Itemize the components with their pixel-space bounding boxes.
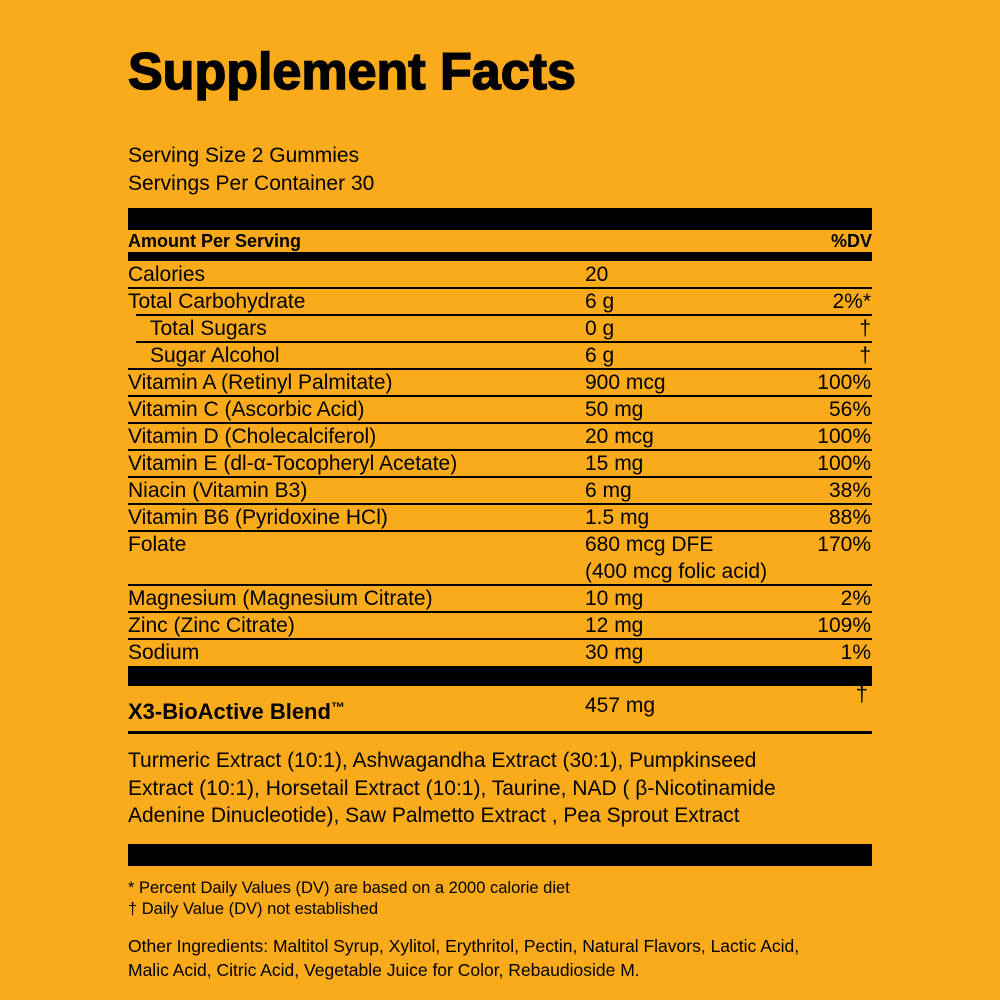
table-row: Folate 680 mcg DFE (400 mcg folic acid) 170…: [128, 530, 872, 585]
table-row: Total Carbohydrate 6 g 2%*: [128, 287, 872, 315]
nutrient-dv: 1%: [840, 641, 871, 664]
nutrient-dv: 56%: [828, 398, 871, 421]
nutrient-amount: 6 g: [585, 290, 615, 313]
nutrient-amount: 20 mcg: [585, 425, 654, 448]
nutrient-amount: 12 mg: [585, 614, 644, 637]
divider-bar-middle: [128, 666, 872, 686]
blend-ingredients-line: Turmeric Extract (10:1), Ashwagandha Ext…: [128, 749, 757, 772]
nutrient-name: Niacin (Vitamin B3): [128, 479, 308, 502]
facts-table: Amount Per Serving %DV Calories 20 Total C…: [128, 208, 872, 866]
nutrient-amount: 900 mcg: [585, 371, 666, 394]
table-row: Vitamin C (Ascorbic Acid) 50 mg 56%: [128, 395, 872, 423]
nutrient-dv: 2%: [840, 587, 871, 610]
nutrient-name: Vitamin B6 (Pyridoxine HCl): [128, 506, 388, 529]
nutrient-name: Sodium: [128, 641, 200, 664]
table-row: Magnesium (Magnesium Citrate) 10 mg 2%: [128, 584, 872, 612]
table-row: Total Sugars 0 g †: [128, 314, 872, 342]
nutrient-name: Magnesium (Magnesium Citrate): [128, 587, 433, 610]
table-row: Zinc (Zinc Citrate) 12 mg 109%: [128, 611, 872, 639]
percent-dv-header: %DV: [830, 230, 872, 251]
nutrient-name: Zinc (Zinc Citrate): [128, 614, 295, 637]
nutrient-dv: †: [859, 344, 871, 367]
nutrient-amount: 1.5 mg: [585, 506, 650, 529]
blend-ingredients-line: Adenine Dinucleotide), Saw Palmetto Extr…: [128, 804, 740, 827]
blend-ingredients: Turmeric Extract (10:1), Ashwagandha Ext…: [128, 747, 872, 830]
nutrient-amount: 50 mg: [585, 398, 644, 421]
nutrient-dv: 170%: [817, 533, 871, 556]
other-ingredients-line: Other Ingredients: Maltitol Syrup, Xylit…: [128, 935, 800, 956]
table-row: Sugar Alcohol 6 g †: [128, 341, 872, 369]
footnote-dv-basis: * Percent Daily Values (DV) are based on…: [128, 878, 570, 897]
table-row: Niacin (Vitamin B3) 6 mg 38%: [128, 476, 872, 504]
nutrient-name: Total Carbohydrate: [128, 290, 306, 313]
nutrient-name: Vitamin D (Cholecalciferol): [128, 425, 377, 448]
nutrient-name: Total Sugars: [150, 317, 267, 340]
divider-bar-top: [128, 208, 872, 230]
nutrient-name: Sugar Alcohol: [150, 344, 280, 367]
nutrient-name: Vitamin A (Retinyl Palmitate): [128, 371, 393, 394]
table-row: Vitamin A (Retinyl Palmitate) 900 mcg 100%: [128, 368, 872, 396]
serving-info: Serving Size 2 Gummies Servings Per Cont…: [128, 142, 872, 198]
divider-bar-bottom: [128, 843, 872, 866]
blend-dv-dagger: †: [855, 681, 868, 706]
nutrient-name: Vitamin E (dl-α-Tocopheryl Acetate): [128, 452, 458, 475]
blend-amount: 457 mg: [585, 694, 656, 717]
nutrient-name: Calories: [128, 263, 206, 286]
nutrient-dv: 88%: [828, 506, 871, 529]
trademark-symbol: ™: [330, 699, 345, 715]
nutrient-amount: 20: [585, 263, 609, 286]
nutrient-dv: 38%: [828, 479, 871, 502]
other-ingredients: Other Ingredients: Maltitol Syrup, Xylit…: [128, 934, 872, 982]
amount-per-serving-header: Amount Per Serving: [128, 230, 302, 251]
nutrient-amount: 0 g: [585, 317, 615, 340]
nutrient-amount: 6 g: [585, 344, 615, 367]
nutrient-amount: 680 mcg DFE (400 mcg folic acid): [585, 533, 768, 583]
table-header-row: Amount Per Serving %DV: [128, 230, 872, 252]
label-content: Supplement Facts Serving Size 2 Gummies …: [127, 0, 872, 982]
divider-rule-blend: [128, 731, 872, 734]
nutrient-dv: 2%*: [832, 290, 871, 313]
page-title: Supplement Facts: [127, 43, 576, 101]
servings-per-container-line: Servings Per Container 30: [128, 172, 375, 195]
blend-name: X3-BioActive Blend™: [128, 699, 345, 724]
nutrient-amount: 30 mg: [585, 641, 644, 664]
nutrient-dv: 100%: [817, 452, 871, 475]
nutrient-name: Folate: [128, 533, 187, 556]
nutrient-amount: 15 mg: [585, 452, 644, 475]
divider-bar-header: [128, 252, 872, 261]
table-row: Sodium 30 mg 1%: [128, 638, 872, 666]
nutrient-dv: 100%: [817, 371, 871, 394]
other-ingredients-line: Malic Acid, Citric Acid, Vegetable Juice…: [128, 959, 640, 980]
table-row: Vitamin D (Cholecalciferol) 20 mcg 100%: [128, 422, 872, 450]
nutrient-dv: †: [859, 317, 871, 340]
nutrient-rows: Calories 20 Total Carbohydrate 6 g 2%* Total …: [128, 261, 872, 666]
table-row: Calories 20: [128, 261, 872, 288]
nutrient-name: Vitamin C (Ascorbic Acid): [128, 398, 365, 421]
serving-size-line: Serving Size 2 Gummies: [128, 144, 360, 167]
nutrient-dv: 109%: [817, 614, 871, 637]
table-row: Vitamin E (dl-α-Tocopheryl Acetate) 15 mg…: [128, 449, 872, 477]
nutrient-amount: 10 mg: [585, 587, 644, 610]
footnotes: * Percent Daily Values (DV) are based on…: [128, 878, 872, 921]
blend-row: X3-BioActive Blend™ 457 mg †: [128, 681, 872, 728]
table-row: Vitamin B6 (Pyridoxine HCl) 1.5 mg 88%: [128, 503, 872, 531]
footnote-dv-not-established: † Daily Value (DV) not established: [128, 900, 379, 918]
nutrient-amount: 6 mg: [585, 479, 632, 502]
blend-ingredients-line: Extract (10:1), Horsetail Extract (10:1)…: [128, 776, 776, 800]
nutrient-dv: 100%: [817, 425, 871, 448]
